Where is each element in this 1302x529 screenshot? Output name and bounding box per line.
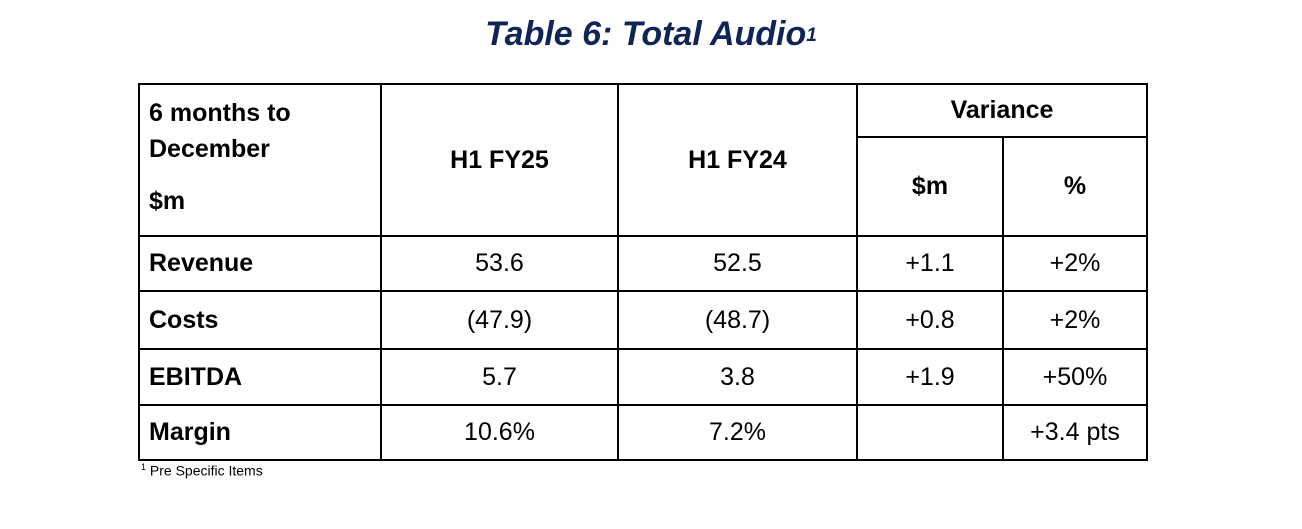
cell-h1-fy24: (48.7) <box>617 290 858 350</box>
cell-h1-fy25: (47.9) <box>380 290 619 350</box>
col-header-h1-fy24: H1 FY24 <box>617 83 858 237</box>
table-title-text: Table 6: Total Audio <box>485 15 807 53</box>
corner-line-1: 6 months to <box>149 99 291 127</box>
row-label: Margin <box>138 404 382 461</box>
corner-unit: $m <box>149 187 186 215</box>
table-row-margin: Margin 10.6% 7.2% +3.4 pts <box>138 404 1148 461</box>
cell-h1-fy25: 53.6 <box>380 235 619 292</box>
cell-variance-abs: +1.9 <box>856 348 1004 406</box>
row-label: Revenue <box>138 235 382 292</box>
cell-variance-pct: +2% <box>1002 235 1148 292</box>
row-label: Costs <box>138 290 382 350</box>
cell-variance-abs <box>856 404 1004 461</box>
cell-variance-abs: +0.8 <box>856 290 1004 350</box>
header-row-2: $m % <box>139 136 1148 237</box>
corner-line-2: December <box>149 135 270 163</box>
cell-variance-pct: +50% <box>1002 348 1148 406</box>
corner-header-cell: 6 months to December $m <box>138 83 382 237</box>
cell-h1-fy24: 52.5 <box>617 235 858 292</box>
cell-h1-fy25: 5.7 <box>380 348 619 406</box>
table-row-revenue: Revenue 53.6 52.5 +1.1 +2% <box>138 235 1148 292</box>
cell-h1-fy25: 10.6% <box>380 404 619 461</box>
footnote: 1 Pre Specific Items <box>141 462 263 479</box>
variance-header: Variance <box>856 83 1148 138</box>
table-row-ebitda: EBITDA 5.7 3.8 +1.9 +50% <box>138 348 1148 406</box>
cell-variance-pct: +3.4 pts <box>1002 404 1148 461</box>
header-row-1: 6 months to December $m H1 FY25 H1 FY24 … <box>138 83 1148 237</box>
footnote-text: Pre Specific Items <box>146 462 263 479</box>
cell-h1-fy24: 3.8 <box>617 348 858 406</box>
title-footnote-marker: 1 <box>806 25 817 46</box>
variance-pct-header: % <box>1002 136 1148 237</box>
col-header-h1-fy25: H1 FY25 <box>380 83 619 237</box>
variance-abs-header: $m <box>856 136 1004 237</box>
table-title: Table 6: Total Audio1 <box>0 12 1302 56</box>
cell-h1-fy24: 7.2% <box>617 404 858 461</box>
total-audio-table: 6 months to December $m H1 FY25 H1 FY24 … <box>138 83 1148 461</box>
footnote-marker: 1 <box>141 462 147 472</box>
cell-variance-pct: +2% <box>1002 290 1148 350</box>
row-label: EBITDA <box>138 348 382 406</box>
cell-variance-abs: +1.1 <box>856 235 1004 292</box>
table-row-costs: Costs (47.9) (48.7) +0.8 +2% <box>138 290 1148 350</box>
